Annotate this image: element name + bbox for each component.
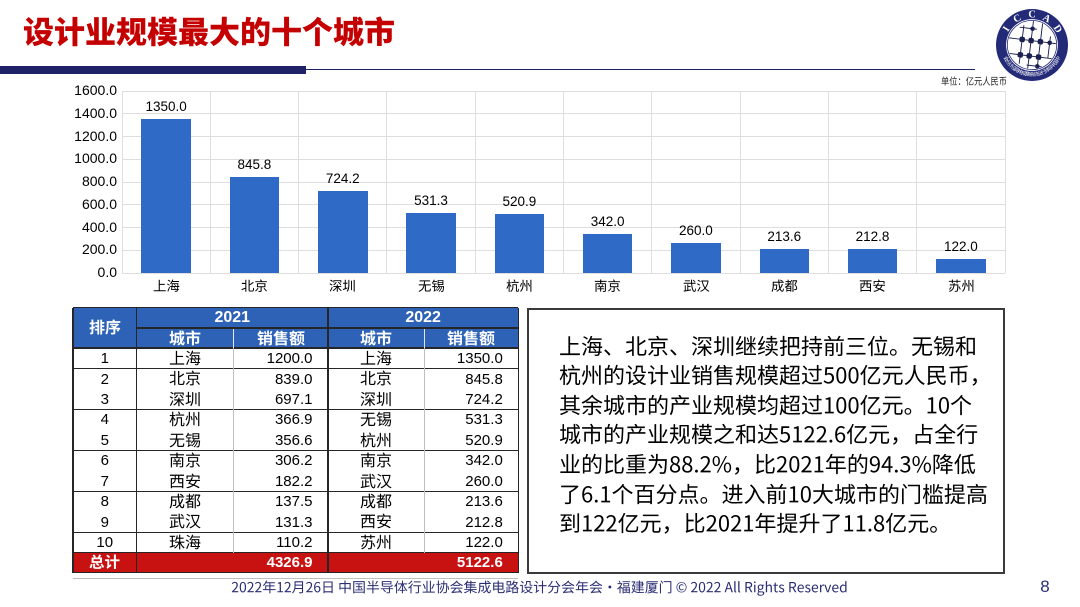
svg-text:C: C xyxy=(1028,10,1035,21)
svg-text:I: I xyxy=(1000,25,1011,34)
svg-text:C: C xyxy=(1011,12,1023,25)
